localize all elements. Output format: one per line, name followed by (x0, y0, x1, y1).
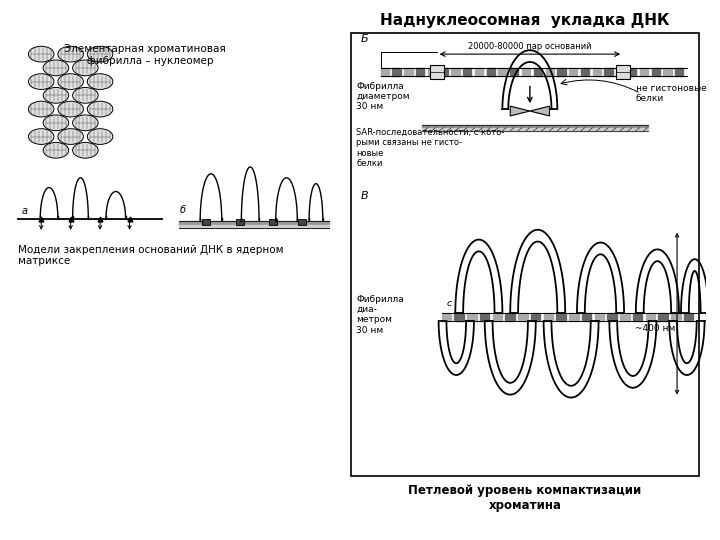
Ellipse shape (29, 74, 54, 90)
Ellipse shape (73, 115, 98, 131)
Bar (298, 219, 306, 225)
Ellipse shape (87, 74, 113, 90)
Ellipse shape (29, 129, 54, 144)
Text: с: с (446, 299, 451, 308)
Polygon shape (530, 106, 549, 116)
Bar (351, 32, 698, 476)
Text: Фибрилла
диаметром
30 нм: Фибрилла диаметром 30 нм (356, 82, 410, 111)
Ellipse shape (58, 46, 84, 62)
Ellipse shape (73, 87, 98, 103)
Ellipse shape (87, 101, 113, 117)
Text: Наднуклеосомная  укладка ДНК: Наднуклеосомная укладка ДНК (380, 13, 670, 28)
Polygon shape (510, 106, 530, 116)
Bar (430, 65, 444, 79)
Ellipse shape (73, 143, 98, 158)
Text: Элементарная хроматиновая
   фибрилла – нуклеомер: Элементарная хроматиновая фибрилла – нук… (64, 44, 226, 66)
Text: Модели закрепления оснований ДНК в ядерном
матриксе: Модели закрепления оснований ДНК в ядерн… (18, 245, 283, 266)
Text: а: а (22, 206, 27, 216)
Bar (202, 219, 210, 225)
Ellipse shape (43, 115, 68, 131)
Text: Б: Б (361, 35, 369, 44)
Ellipse shape (73, 60, 98, 76)
Bar (616, 65, 630, 79)
Text: не гистоновые
белки: не гистоновые белки (636, 84, 706, 103)
Ellipse shape (58, 74, 84, 90)
Text: 20000-80000 пар оснований: 20000-80000 пар оснований (468, 42, 592, 51)
Ellipse shape (43, 143, 68, 158)
Text: ~400 нм: ~400 нм (635, 324, 675, 333)
Ellipse shape (58, 101, 84, 117)
Text: Петлевой уровень компактизации
хроматина: Петлевой уровень компактизации хроматина (408, 484, 642, 512)
Text: б: б (179, 205, 186, 215)
Ellipse shape (29, 101, 54, 117)
Ellipse shape (58, 129, 84, 144)
Bar (236, 219, 244, 225)
Ellipse shape (43, 60, 68, 76)
Ellipse shape (87, 46, 113, 62)
Ellipse shape (29, 46, 54, 62)
Text: SAR-последовательности, с кото-
рыми связаны не гисто-
новые
белки: SAR-последовательности, с кото- рыми свя… (356, 128, 505, 168)
Bar (269, 219, 276, 225)
Text: Фибрилла
диа-
метром
30 нм: Фибрилла диа- метром 30 нм (356, 294, 404, 335)
Ellipse shape (43, 87, 68, 103)
Ellipse shape (87, 129, 113, 144)
Text: В: В (361, 191, 369, 201)
